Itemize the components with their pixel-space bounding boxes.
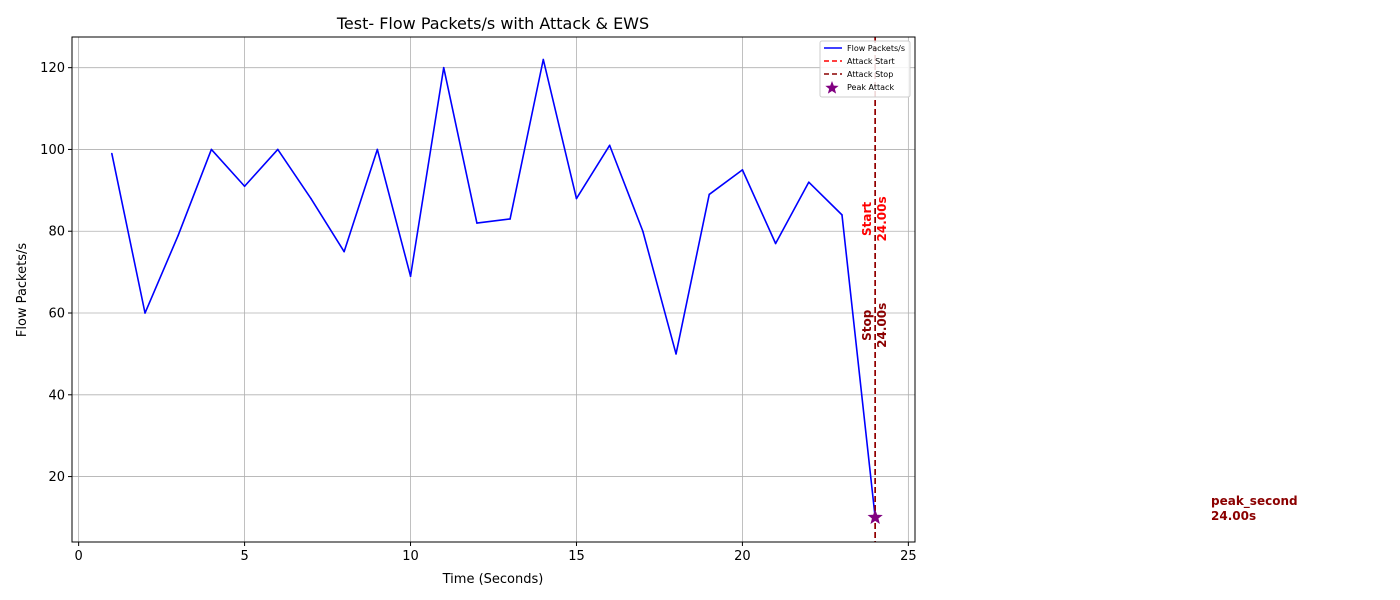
x-tick-label: 15 <box>568 549 585 564</box>
data-point <box>243 185 246 188</box>
data-point <box>343 250 345 253</box>
y-tick-label: 40 <box>48 388 65 403</box>
data-point <box>542 58 545 61</box>
data-point <box>376 148 379 151</box>
data-point <box>509 218 511 220</box>
data-point <box>608 144 611 147</box>
data-point <box>476 222 478 224</box>
x-tick-label: 20 <box>734 549 751 564</box>
x-tick-label: 10 <box>402 549 419 564</box>
legend-swatch-peak-star <box>825 81 839 94</box>
data-point <box>409 275 412 278</box>
legend-label-attack-stop: Attack Stop <box>847 70 893 79</box>
svg-text:Stop: Stop <box>860 309 874 341</box>
x-tick-label: 0 <box>74 549 82 564</box>
x-tick-label: 25 <box>900 549 917 564</box>
data-point <box>177 234 179 237</box>
series-layer <box>111 58 876 519</box>
data-point <box>642 230 644 233</box>
legend: Flow Packets/s Attack Start Attack Stop … <box>819 40 911 98</box>
data-point <box>708 193 711 196</box>
x-axis-label: Time (Seconds) <box>442 572 544 587</box>
peak-second-label: peak_second <box>1211 494 1298 509</box>
data-point <box>575 197 578 200</box>
y-tick-label: 80 <box>48 225 65 240</box>
y-axis-label: Flow Packets/s <box>15 243 30 337</box>
plot-frame <box>71 36 916 543</box>
data-point <box>210 148 213 151</box>
attack-stop-label: Stop 24.00s <box>860 303 889 348</box>
data-point <box>841 214 843 216</box>
legend-label-flow: Flow Packets/s <box>847 44 905 53</box>
legend-label-attack-start: Attack Start <box>847 57 895 66</box>
attack-start-label: Start 24.00s <box>860 196 889 241</box>
svg-text:24.00s: 24.00s <box>875 196 889 241</box>
data-point <box>442 66 445 69</box>
data-point <box>111 152 113 155</box>
data-point <box>774 242 777 245</box>
svg-text:24.00s: 24.00s <box>875 303 889 348</box>
peak-second-value: 24.00s <box>1211 509 1256 523</box>
axis-ticks: 0 5 10 15 20 25 20 40 60 80 100 120 <box>40 61 916 564</box>
y-tick-label: 20 <box>48 470 65 485</box>
legend-label-peak: Peak Attack <box>847 83 894 92</box>
chart-title: Test- Flow Packets/s with Attack & EWS <box>336 14 649 33</box>
svg-text:Start: Start <box>860 202 874 236</box>
peak-attack-star <box>867 509 883 524</box>
y-tick-label: 120 <box>40 61 65 76</box>
data-point <box>675 353 677 355</box>
data-point <box>276 148 279 151</box>
series-line-flow-packets <box>111 58 876 518</box>
data-point <box>310 197 312 200</box>
data-point <box>808 181 810 183</box>
data-point <box>741 169 744 171</box>
grid-lines <box>72 37 915 542</box>
x-tick-label: 5 <box>240 549 248 564</box>
data-point <box>144 312 146 314</box>
y-tick-label: 60 <box>48 307 65 322</box>
y-tick-label: 100 <box>40 143 65 158</box>
legend-box <box>819 40 911 98</box>
